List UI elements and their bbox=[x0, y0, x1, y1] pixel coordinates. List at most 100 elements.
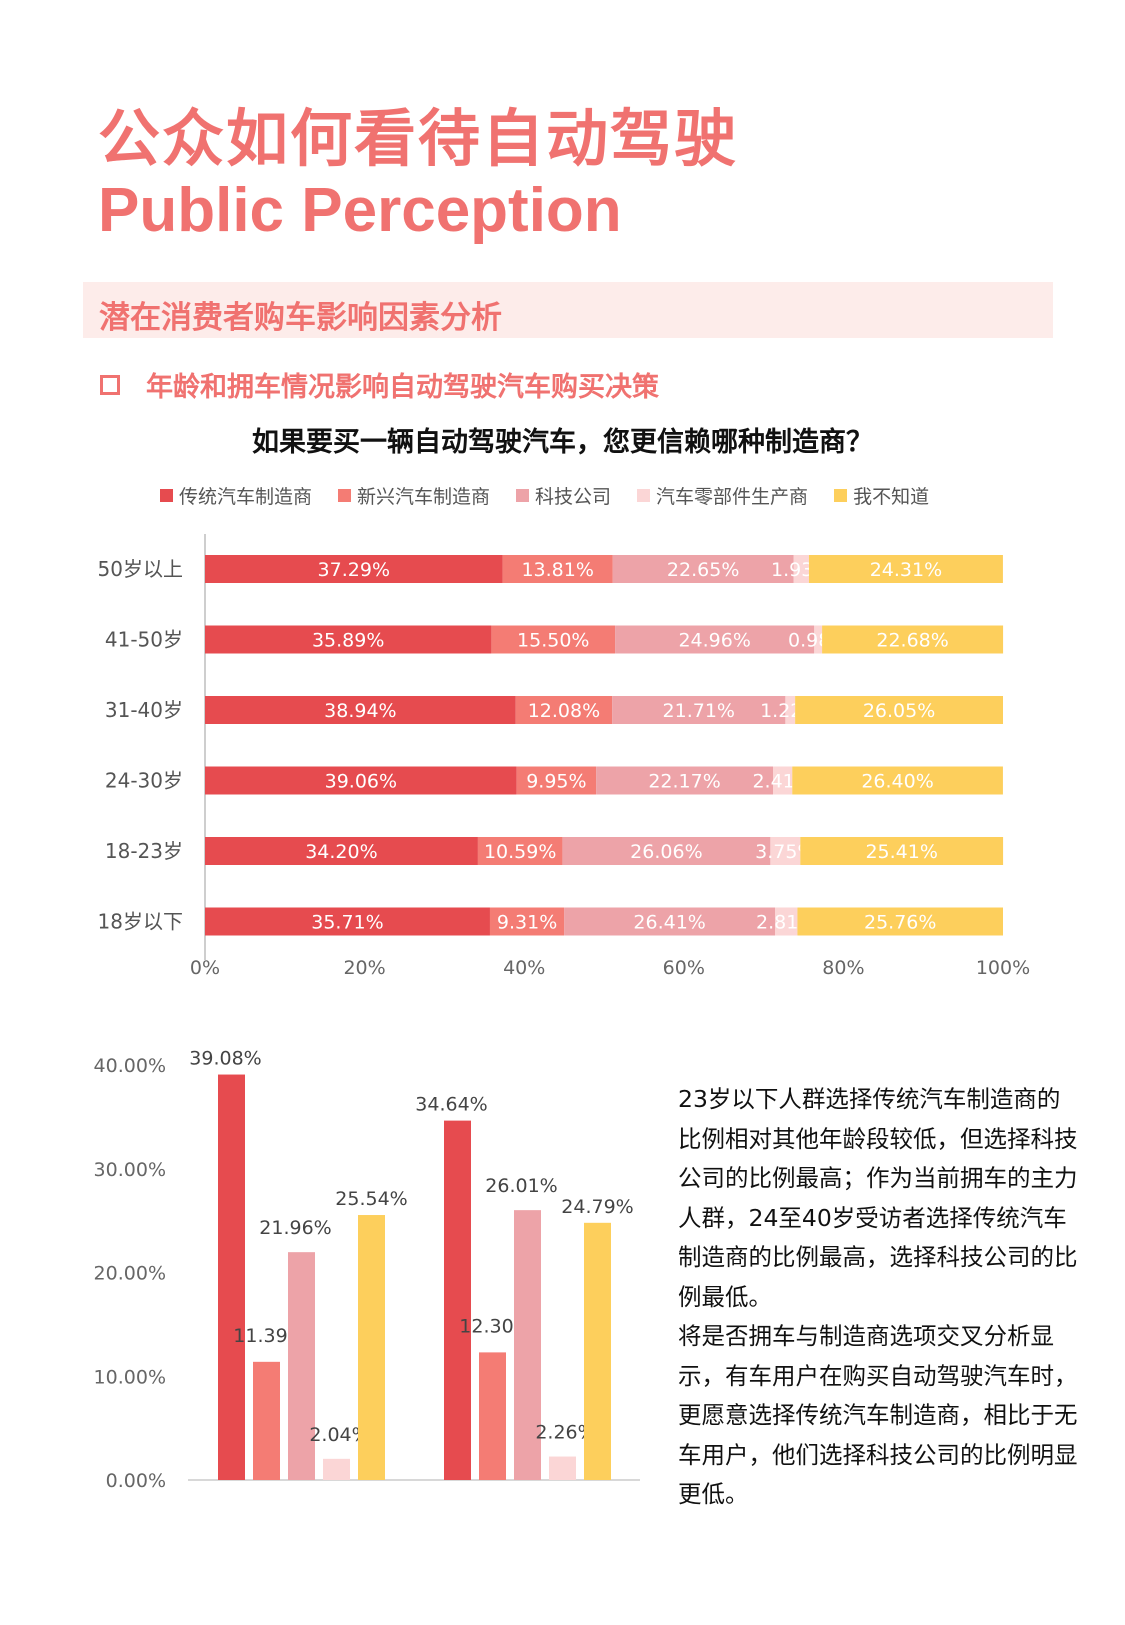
bar-data-label: 37.29% bbox=[318, 559, 390, 581]
legend-item-traditional: 传统汽车制造商 bbox=[160, 482, 312, 509]
bar-data-label: 22.68% bbox=[876, 630, 948, 652]
col-bar bbox=[444, 1120, 471, 1480]
col-y-tick-label: 40.00% bbox=[94, 1055, 166, 1077]
bar-segment bbox=[814, 625, 823, 654]
bar-segment bbox=[795, 696, 1003, 724]
col-bar bbox=[218, 1074, 245, 1480]
page-title-en: Public Perception bbox=[98, 176, 622, 245]
legend-label-traditional: 传统汽车制造商 bbox=[179, 486, 313, 508]
bar-segment bbox=[205, 837, 478, 865]
legend-label-parts: 汽车零部件生产商 bbox=[656, 486, 809, 508]
grouped-column-chart: 0.00% 10.00% 20.00% 30.00% 40.00% 39.08% 11.39… bbox=[94, 1048, 640, 1490]
col-y-tick-label: 30.00% bbox=[94, 1159, 166, 1181]
bar-data-label: 26.05% bbox=[863, 700, 935, 722]
analysis-text: 23岁以下人群选择传统汽车制造商的比例相对其他年龄段较低，但选择科技公司的比例最… bbox=[678, 1080, 1078, 1515]
col-data-label: 39.08% bbox=[189, 1048, 261, 1070]
bar-data-label: 24.31% bbox=[870, 559, 942, 581]
legend-swatch-emerging bbox=[338, 489, 352, 502]
col-bar bbox=[358, 1215, 385, 1480]
bar-segment bbox=[489, 907, 565, 936]
legend-label-unknown: 我不知道 bbox=[853, 486, 930, 508]
col-data-label: 24.79% bbox=[561, 1196, 633, 1218]
bar-data-label: 13.81% bbox=[521, 559, 593, 581]
bar-data-label: 22.17% bbox=[648, 771, 720, 793]
col-data-label: 12.30% bbox=[459, 1315, 531, 1337]
bar-data-label: 34.20% bbox=[305, 841, 377, 863]
legend-item-emerging: 新兴汽车制造商 bbox=[338, 482, 490, 509]
bar-segment bbox=[793, 555, 809, 583]
col-bar bbox=[479, 1352, 506, 1480]
bar-data-label: 21.71% bbox=[663, 700, 735, 722]
bar-data-label: 26.06% bbox=[630, 841, 702, 863]
bar-x-tick-label: 20% bbox=[343, 957, 385, 979]
col-bar bbox=[514, 1210, 541, 1480]
col-data-label: 21.96% bbox=[259, 1217, 331, 1239]
bar-data-label: 15.50% bbox=[517, 630, 589, 652]
checkbox-icon bbox=[100, 374, 120, 395]
bar-segment bbox=[612, 555, 794, 583]
bar-data-label: 25.76% bbox=[864, 912, 936, 934]
bar-segment bbox=[562, 837, 771, 865]
bar-data-label: 26.41% bbox=[633, 912, 705, 934]
bar-segment bbox=[477, 837, 563, 865]
bar-category-label: 24-30岁 bbox=[105, 769, 183, 793]
bar-category-label: 31-40岁 bbox=[105, 698, 183, 722]
legend-item-parts: 汽车零部件生产商 bbox=[637, 482, 808, 509]
legend-swatch-parts bbox=[637, 489, 651, 502]
bar-data-label: 12.08% bbox=[528, 700, 600, 722]
col-bar bbox=[253, 1361, 280, 1480]
legend-item-unknown: 我不知道 bbox=[834, 482, 929, 509]
bar-x-tick-label: 0% bbox=[190, 957, 220, 979]
bar-segment bbox=[502, 555, 613, 583]
bar-data-label: 38.94% bbox=[324, 700, 396, 722]
bar-segment bbox=[596, 766, 774, 795]
bar-data-label: 35.89% bbox=[312, 630, 384, 652]
bar-segment bbox=[808, 555, 1003, 583]
analysis-paragraph-1: 23岁以下人群选择传统汽车制造商的比例相对其他年龄段较低，但选择科技公司的比例最… bbox=[678, 1085, 1078, 1311]
bar-segment bbox=[205, 555, 503, 583]
bar-data-label: 10.59% bbox=[484, 841, 556, 863]
bar-segment bbox=[800, 837, 1004, 865]
chart-legend: 传统汽车制造商 新兴汽车制造商 科技公司 汽车零部件生产商 我不知道 bbox=[160, 482, 929, 509]
bar-segment bbox=[564, 907, 776, 936]
col-bar bbox=[323, 1458, 350, 1480]
bar-data-label: 26.40% bbox=[861, 771, 933, 793]
bar-segment bbox=[797, 907, 1003, 936]
col-y-tick-label: 0.00% bbox=[106, 1470, 166, 1490]
col-data-label: 25.54% bbox=[335, 1188, 407, 1210]
bar-segment bbox=[205, 625, 492, 654]
col-bar bbox=[584, 1222, 611, 1480]
col-y-tick-label: 10.00% bbox=[94, 1366, 166, 1388]
bar-x-tick-label: 60% bbox=[663, 957, 705, 979]
bar-x-tick-label: 80% bbox=[822, 957, 864, 979]
bar-segment bbox=[822, 625, 1004, 654]
legend-item-tech: 科技公司 bbox=[516, 482, 611, 509]
chart-title: 如果要买一辆自动驾驶汽车，您更信赖哪种制造商？ bbox=[252, 427, 873, 458]
bar-data-label: 39.06% bbox=[325, 771, 397, 793]
legend-swatch-unknown bbox=[834, 489, 848, 502]
bar-segment bbox=[491, 625, 616, 654]
bar-segment bbox=[775, 907, 798, 936]
section-header-bar: 潜在消费者购车影响因素分析 bbox=[83, 282, 1053, 338]
bar-segment bbox=[516, 766, 597, 795]
legend-label-emerging: 新兴汽车制造商 bbox=[357, 486, 491, 508]
col-data-label: 11.39% bbox=[233, 1325, 305, 1347]
col-data-label: 2.04% bbox=[309, 1424, 369, 1446]
page-title-cn: 公众如何看待自动驾驶 bbox=[98, 102, 739, 175]
bar-segment bbox=[785, 696, 796, 724]
bar-category-label: 50岁以上 bbox=[98, 557, 183, 581]
col-data-label: 34.64% bbox=[415, 1094, 487, 1116]
bar-segment bbox=[615, 625, 815, 654]
col-data-label: 2.26% bbox=[535, 1422, 595, 1444]
bar-x-tick-label: 40% bbox=[503, 957, 545, 979]
col-y-tick-label: 20.00% bbox=[94, 1263, 166, 1285]
bar-segment bbox=[792, 766, 1003, 795]
bar-x-tick-label: 100% bbox=[976, 957, 1030, 979]
bar-segment bbox=[515, 696, 613, 724]
subheading-text: 年龄和拥车情况影响自动驾驶汽车购买决策 bbox=[146, 372, 659, 403]
legend-label-tech: 科技公司 bbox=[535, 486, 612, 508]
bar-segment bbox=[205, 907, 490, 936]
section-title: 潜在消费者购车影响因素分析 bbox=[99, 300, 502, 336]
col-bar bbox=[549, 1456, 576, 1480]
bar-segment bbox=[773, 766, 793, 795]
